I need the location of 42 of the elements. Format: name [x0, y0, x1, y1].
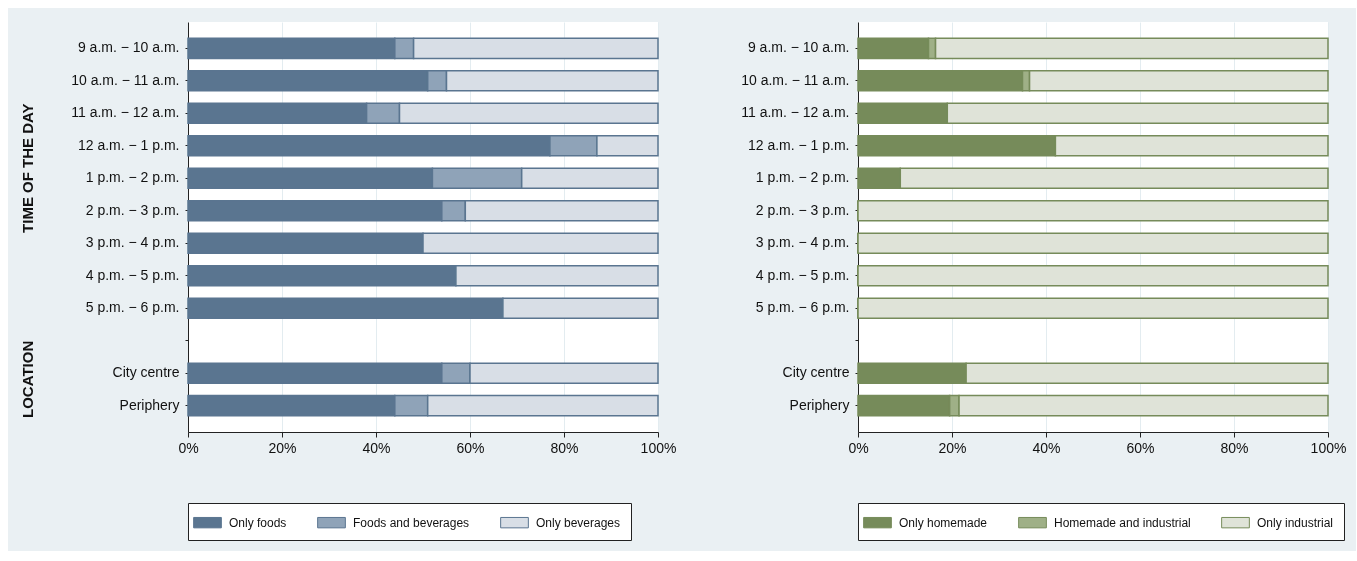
y-tick-label: 4 p.m. − 5 p.m.: [755, 266, 850, 283]
legend-label: Only foods: [229, 515, 287, 530]
x-tick-label: 100%: [1310, 439, 1347, 456]
y-tick-label: 1 p.m. − 2 p.m.: [85, 169, 180, 186]
x-tick-label: 80%: [550, 439, 579, 456]
x-tick-label: 0%: [178, 439, 199, 456]
y-tick-label: 10 a.m. − 11 a.m.: [71, 71, 180, 88]
y-tick-label: 1 p.m. − 2 p.m.: [755, 169, 850, 186]
y-tick-label: 3 p.m. − 4 p.m.: [85, 234, 180, 251]
x-tick-label: 60%: [1126, 439, 1155, 456]
y-tick-label: 2 p.m. − 3 p.m.: [755, 201, 850, 218]
y-tick-label: 11 a.m. − 12 a.m.: [71, 104, 180, 121]
x-tick-label: 0%: [848, 439, 869, 456]
y-tick-label: City centre: [782, 364, 850, 381]
legend-label: Homemade and industrial: [1054, 515, 1191, 530]
y-tick-label: 9 a.m. − 10 a.m.: [747, 39, 850, 56]
x-tick-label: 60%: [456, 439, 485, 456]
y-tick-label: City centre: [112, 364, 180, 381]
y-tick-label: 5 p.m. − 6 p.m.: [85, 299, 180, 316]
legend-label: Foods and beverages: [353, 515, 470, 530]
x-tick-label: 40%: [362, 439, 391, 456]
y-tick-label: 9 a.m. − 10 a.m.: [77, 39, 180, 56]
x-tick-label: 80%: [1220, 439, 1249, 456]
y-tick-label: 10 a.m. − 11 a.m.: [741, 71, 850, 88]
x-tick-label: 20%: [938, 439, 967, 456]
y-tick-label: 4 p.m. − 5 p.m.: [85, 266, 180, 283]
x-tick-label: 40%: [1032, 439, 1061, 456]
legend-label: Only beverages: [536, 515, 621, 530]
y-tick-label: 3 p.m. − 4 p.m.: [755, 234, 850, 251]
legend-label: Only homemade: [899, 515, 988, 530]
x-tick-label: 100%: [640, 439, 677, 456]
y-tick-label: 2 p.m. − 3 p.m.: [85, 201, 180, 218]
text: TIME OF THE DAY: [19, 103, 36, 233]
y-tick-label: 12 a.m. − 1 p.m.: [77, 136, 180, 153]
text: LOCATION: [19, 340, 36, 418]
legend-label: Only industrial: [1257, 515, 1334, 530]
y-tick-label: Periphery: [119, 396, 180, 413]
y-tick-label: Periphery: [789, 396, 850, 413]
y-tick-label: 12 a.m. − 1 p.m.: [747, 136, 850, 153]
y-tick-label: 11 a.m. − 12 a.m.: [741, 104, 850, 121]
x-tick-label: 20%: [268, 439, 297, 456]
y-tick-label: 5 p.m. − 6 p.m.: [755, 299, 850, 316]
